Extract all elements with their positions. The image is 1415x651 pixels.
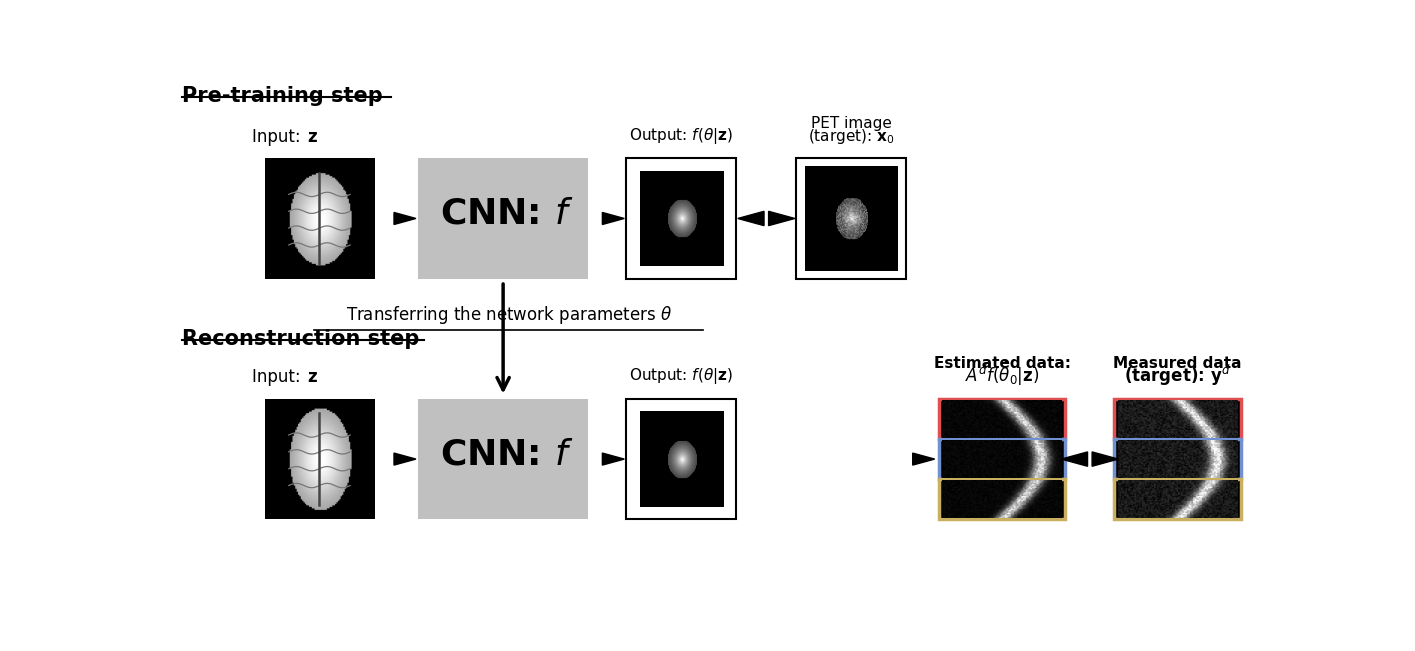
Text: $A^d f(\hat{\theta}_0|\mathbf{z})$: $A^d f(\hat{\theta}_0|\mathbf{z})$ xyxy=(965,359,1039,388)
Text: Output: $f(\theta|\mathbf{z})$: Output: $f(\theta|\mathbf{z})$ xyxy=(630,367,733,387)
Text: Input:: Input: xyxy=(252,128,306,146)
Polygon shape xyxy=(393,453,416,465)
Bar xyxy=(797,158,906,279)
Text: Transferring the network parameters $\theta$: Transferring the network parameters $\th… xyxy=(345,304,672,326)
Text: (target): $\mathbf{x}_0$: (target): $\mathbf{x}_0$ xyxy=(808,127,894,146)
Polygon shape xyxy=(603,453,624,465)
Text: Input:: Input: xyxy=(252,368,306,387)
Polygon shape xyxy=(913,453,935,465)
Bar xyxy=(419,399,589,519)
Text: Pre-training step: Pre-training step xyxy=(183,86,383,105)
Text: (target): $\mathbf{y}^d$: (target): $\mathbf{y}^d$ xyxy=(1125,363,1231,388)
Text: PET image: PET image xyxy=(811,116,891,131)
Text: $\mathbf{z}$: $\mathbf{z}$ xyxy=(307,368,318,387)
Bar xyxy=(627,158,736,279)
Bar xyxy=(627,399,736,519)
Polygon shape xyxy=(737,212,764,226)
Bar xyxy=(940,399,1065,439)
Text: Measured data: Measured data xyxy=(1114,356,1242,371)
Polygon shape xyxy=(1092,452,1118,466)
Bar xyxy=(1115,439,1241,479)
Polygon shape xyxy=(393,212,416,225)
Text: CNN: $\it{f}$: CNN: $\it{f}$ xyxy=(440,197,573,230)
Bar xyxy=(940,479,1065,519)
Polygon shape xyxy=(603,212,624,225)
Text: CNN: $\it{f}$: CNN: $\it{f}$ xyxy=(440,437,573,471)
Bar xyxy=(1115,479,1241,519)
Text: Estimated data:: Estimated data: xyxy=(934,356,1071,371)
Text: $\mathbf{z}$: $\mathbf{z}$ xyxy=(307,128,318,146)
Bar xyxy=(940,439,1065,479)
Polygon shape xyxy=(1061,452,1088,466)
Text: Reconstruction step: Reconstruction step xyxy=(183,329,420,349)
Bar xyxy=(419,158,589,279)
Polygon shape xyxy=(768,212,795,226)
Bar xyxy=(1115,399,1241,439)
Text: Output: $f(\theta|\mathbf{z})$: Output: $f(\theta|\mathbf{z})$ xyxy=(630,126,733,146)
